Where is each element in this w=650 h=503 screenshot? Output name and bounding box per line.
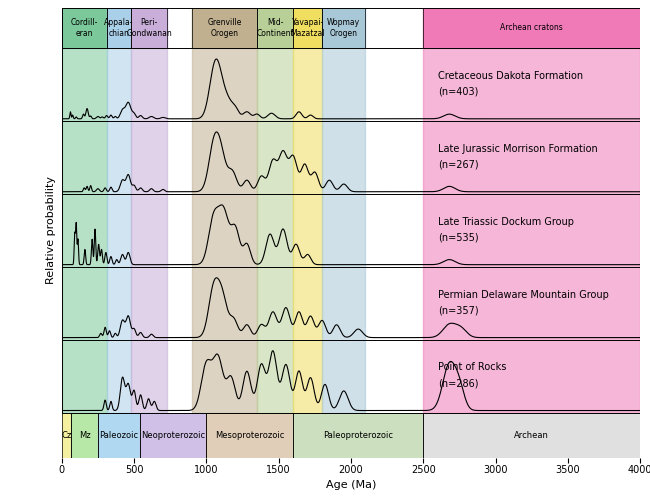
- Bar: [257, 48, 293, 413]
- Text: (n=535): (n=535): [438, 233, 478, 242]
- Bar: [192, 48, 257, 413]
- Bar: [257, 8, 293, 48]
- Text: Mz: Mz: [79, 431, 90, 440]
- Text: Cretaceous Dakota Formation: Cretaceous Dakota Formation: [438, 71, 583, 81]
- Text: Mid-
Continent: Mid- Continent: [256, 18, 294, 38]
- Bar: [131, 48, 167, 413]
- Text: (n=267): (n=267): [438, 160, 478, 170]
- Text: Paleozoic: Paleozoic: [99, 431, 138, 440]
- Bar: [423, 413, 640, 458]
- Text: Cz: Cz: [61, 431, 72, 440]
- Text: Cordill-
eran: Cordill- eran: [70, 18, 98, 38]
- Text: (n=286): (n=286): [438, 379, 478, 388]
- Text: Archean: Archean: [514, 431, 549, 440]
- Text: Permian Delaware Mountain Group: Permian Delaware Mountain Group: [438, 290, 608, 300]
- Bar: [293, 413, 423, 458]
- Text: Late Triassic Dockum Group: Late Triassic Dockum Group: [438, 217, 574, 227]
- Y-axis label: Relative probability: Relative probability: [46, 177, 56, 284]
- Bar: [423, 48, 640, 413]
- Text: Point of Rocks: Point of Rocks: [438, 363, 506, 373]
- Text: (n=403): (n=403): [438, 87, 478, 97]
- Bar: [192, 8, 257, 48]
- Bar: [423, 8, 640, 48]
- Text: Wopmay
Orogen: Wopmay Orogen: [327, 18, 360, 38]
- Bar: [107, 48, 131, 413]
- Text: Peri-
Gondwanan: Peri- Gondwanan: [126, 18, 172, 38]
- Bar: [107, 8, 131, 48]
- Bar: [140, 413, 207, 458]
- Bar: [62, 413, 72, 458]
- Bar: [131, 8, 167, 48]
- Text: Neoproterozoic: Neoproterozoic: [141, 431, 205, 440]
- Bar: [293, 48, 322, 413]
- Text: Mesoproterozoic: Mesoproterozoic: [215, 431, 285, 440]
- Text: Late Jurassic Morrison Formation: Late Jurassic Morrison Formation: [438, 144, 597, 154]
- Bar: [72, 413, 98, 458]
- Bar: [293, 8, 322, 48]
- Text: Yavapai-
Mazatzal: Yavapai- Mazatzal: [291, 18, 325, 38]
- Text: Archean cratons: Archean cratons: [500, 23, 563, 32]
- Bar: [322, 8, 365, 48]
- Text: Appala-
chian: Appala- chian: [104, 18, 134, 38]
- Bar: [62, 8, 107, 48]
- Bar: [98, 413, 140, 458]
- Bar: [62, 48, 107, 413]
- Bar: [207, 413, 293, 458]
- Text: Grenville
Orogen: Grenville Orogen: [207, 18, 242, 38]
- Text: Paleoproterozoic: Paleoproterozoic: [323, 431, 393, 440]
- X-axis label: Age (Ma): Age (Ma): [326, 479, 376, 489]
- Text: (n=357): (n=357): [438, 306, 478, 315]
- Bar: [322, 48, 365, 413]
